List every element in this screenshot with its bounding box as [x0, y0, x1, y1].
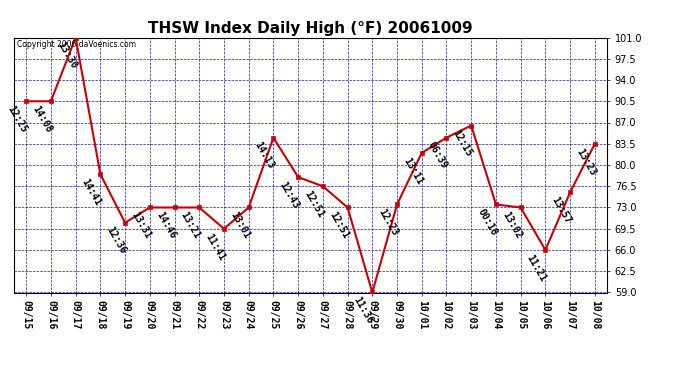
Text: 12:15: 12:15	[451, 128, 474, 159]
Text: 11:21: 11:21	[525, 253, 548, 283]
Text: 06:39: 06:39	[426, 141, 449, 171]
Text: 12:25: 12:25	[6, 104, 29, 135]
Text: 13:31: 13:31	[129, 210, 152, 241]
Text: 13:11: 13:11	[401, 156, 424, 186]
Text: 11:36: 11:36	[352, 295, 375, 326]
Text: 13:21: 13:21	[179, 210, 202, 241]
Text: 12:43: 12:43	[277, 180, 301, 210]
Text: 11:41: 11:41	[204, 231, 227, 262]
Text: 13:01: 13:01	[228, 210, 251, 241]
Text: 12:51: 12:51	[302, 189, 326, 219]
Text: 13:23: 13:23	[574, 147, 598, 177]
Text: 13:57: 13:57	[549, 195, 573, 225]
Text: Copyright 2006 daVoenics.com: Copyright 2006 daVoenics.com	[17, 40, 136, 49]
Text: 14:13: 14:13	[253, 141, 276, 171]
Text: 12:36: 12:36	[104, 225, 128, 256]
Text: 12:23: 12:23	[377, 207, 400, 238]
Text: 14:41: 14:41	[80, 177, 103, 207]
Text: 14:46: 14:46	[154, 210, 177, 241]
Text: 00:18: 00:18	[475, 207, 499, 238]
Text: 12:51: 12:51	[327, 210, 351, 241]
Text: 14:08: 14:08	[30, 104, 54, 135]
Text: 13:30: 13:30	[55, 40, 79, 71]
Text: 13:02: 13:02	[500, 210, 524, 241]
Title: THSW Index Daily High (°F) 20061009: THSW Index Daily High (°F) 20061009	[148, 21, 473, 36]
